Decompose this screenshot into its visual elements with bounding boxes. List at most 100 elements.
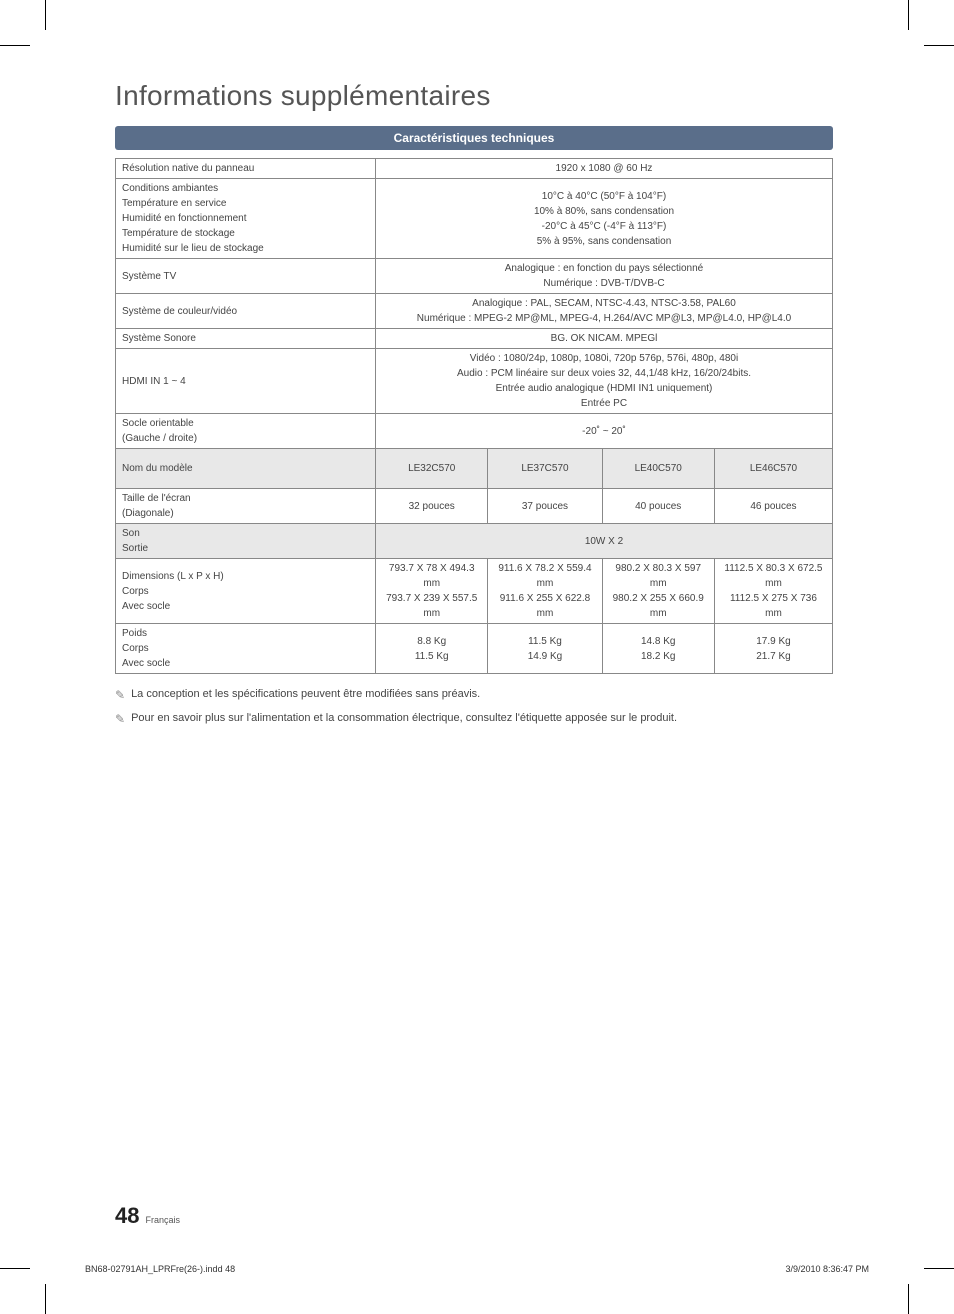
spec-value-line: 911.6 X 255 X 622.8 mm (494, 591, 595, 621)
table-row: Système de couleur/vidéo Analogique : PAL… (116, 294, 833, 329)
spec-label: Nom du modèle (116, 449, 376, 489)
spec-value: 911.6 X 78.2 X 559.4 mm911.6 X 255 X 622… (488, 559, 602, 624)
spec-value-line: 17.9 Kg (721, 634, 826, 649)
spec-value: 40 pouces (602, 489, 714, 524)
spec-value-line: 793.7 X 78 X 494.3 mm (382, 561, 481, 591)
spec-value-line: Vidéo : 1080/24p, 1080p, 1080i, 720p 576… (382, 351, 826, 366)
spec-value: 1112.5 X 80.3 X 672.5 mm1112.5 X 275 X 7… (714, 559, 832, 624)
doc-meta: BN68-02791AH_LPRFre(26-).indd 48 3/9/201… (85, 1264, 869, 1274)
spec-value: 14.8 Kg18.2 Kg (602, 624, 714, 674)
spec-value-line: Analogique : en fonction du pays sélecti… (382, 261, 826, 276)
note-icon: ✎ (115, 712, 125, 726)
spec-label-line: (Gauche / droite) (122, 431, 369, 446)
spec-value-line: Entrée PC (382, 396, 826, 411)
spec-value-line: -20°C à 45°C (-4°F à 113°F) (382, 219, 826, 234)
table-row: Nom du modèle LE32C570LE37C570LE40C570LE4… (116, 449, 833, 489)
spec-label: Système de couleur/vidéo (116, 294, 376, 329)
table-row: Socle orientable(Gauche / droite) -20˚ ~ … (116, 414, 833, 449)
spec-value-line: 1112.5 X 80.3 X 672.5 mm (721, 561, 826, 591)
spec-value: Analogique : en fonction du pays sélecti… (376, 259, 833, 294)
table-row: SonSortie 10W X 2 (116, 524, 833, 559)
crop-mark (924, 45, 954, 46)
crop-mark (45, 0, 46, 30)
spec-value-line: Analogique : PAL, SECAM, NTSC-4.43, NTSC… (382, 296, 826, 311)
spec-value: 980.2 X 80.3 X 597 mm980.2 X 255 X 660.9… (602, 559, 714, 624)
spec-label-line: Humidité sur le lieu de stockage (122, 241, 369, 256)
spec-label-line: Avec socle (122, 599, 369, 614)
spec-value: 46 pouces (714, 489, 832, 524)
spec-label-line: Corps (122, 641, 369, 656)
spec-label-line: Sortie (122, 541, 369, 556)
page-language: Français (145, 1215, 180, 1225)
spec-value-line: Numérique : MPEG-2 MP@ML, MPEG-4, H.264/… (382, 311, 826, 326)
notes-block: ✎ La conception et les spécifications peu… (115, 688, 833, 726)
table-row: PoidsCorpsAvec socle8.8 Kg11.5 Kg11.5 Kg… (116, 624, 833, 674)
table-row: HDMI IN 1 ~ 4 Vidéo : 1080/24p, 1080p, 10… (116, 349, 833, 414)
crop-mark (45, 1284, 46, 1314)
page-content: Informations supplémentaires Caractérist… (115, 80, 833, 736)
spec-label-line: Socle orientable (122, 416, 369, 431)
spec-value-line: 10% à 80%, sans condensation (382, 204, 826, 219)
crop-mark (0, 45, 30, 46)
spec-value-line: 980.2 X 80.3 X 597 mm (609, 561, 708, 591)
table-row: Système SonoreBG. OK NICAM. MPEGl (116, 329, 833, 349)
spec-label: Système Sonore (116, 329, 376, 349)
spec-value-line: 980.2 X 255 X 660.9 mm (609, 591, 708, 621)
spec-value-line: 10W X 2 (382, 534, 826, 549)
table-row: Système TV Analogique : en fonction du pa… (116, 259, 833, 294)
spec-label-line: Système TV (122, 269, 369, 284)
spec-value: 10°C à 40°C (50°F à 104°F)10% à 80%, san… (376, 179, 833, 259)
spec-value: 10W X 2 (376, 524, 833, 559)
spec-value-line: 1112.5 X 275 X 736 mm (721, 591, 826, 621)
spec-label-line: Son (122, 526, 369, 541)
spec-value-line: 911.6 X 78.2 X 559.4 mm (494, 561, 595, 591)
page-number: 48 (115, 1203, 139, 1229)
spec-label: Socle orientable(Gauche / droite) (116, 414, 376, 449)
section-header: Caractéristiques techniques (115, 126, 833, 150)
spec-label: HDMI IN 1 ~ 4 (116, 349, 376, 414)
spec-value: 17.9 Kg21.7 Kg (714, 624, 832, 674)
spec-label-line: Poids (122, 626, 369, 641)
page-footer: 48 Français (115, 1203, 180, 1229)
spec-label-line: Conditions ambiantes (122, 181, 369, 196)
spec-value: 37 pouces (488, 489, 602, 524)
spec-value-line: 11.5 Kg (382, 649, 481, 664)
spec-value: 793.7 X 78 X 494.3 mm793.7 X 239 X 557.5… (376, 559, 488, 624)
spec-value-line: 793.7 X 239 X 557.5 mm (382, 591, 481, 621)
spec-label-line: Humidité en fonctionnement (122, 211, 369, 226)
spec-label-line: Nom du modèle (122, 461, 369, 476)
table-row: Taille de l'écran(Diagonale)32 pouces37 … (116, 489, 833, 524)
spec-value: Analogique : PAL, SECAM, NTSC-4.43, NTSC… (376, 294, 833, 329)
spec-label-line: Résolution native du panneau (122, 161, 369, 176)
spec-label: PoidsCorpsAvec socle (116, 624, 376, 674)
note-text: Pour en savoir plus sur l'alimentation e… (131, 712, 677, 724)
note-icon: ✎ (115, 688, 125, 702)
spec-label: Taille de l'écran(Diagonale) (116, 489, 376, 524)
spec-value: 1920 x 1080 @ 60 Hz (376, 159, 833, 179)
spec-value-line: Numérique : DVB-T/DVB-C (382, 276, 826, 291)
spec-value: Vidéo : 1080/24p, 1080p, 1080i, 720p 576… (376, 349, 833, 414)
page-title: Informations supplémentaires (115, 80, 833, 112)
note-item: ✎ Pour en savoir plus sur l'alimentation … (115, 712, 833, 726)
doc-id: BN68-02791AH_LPRFre(26-).indd 48 (85, 1264, 235, 1274)
spec-value-line: 8.8 Kg (382, 634, 481, 649)
spec-value-line: -20˚ ~ 20˚ (382, 424, 826, 439)
crop-mark (908, 1284, 909, 1314)
spec-label: Dimensions (L x P x H)CorpsAvec socle (116, 559, 376, 624)
spec-label-line: Température de stockage (122, 226, 369, 241)
note-text: La conception et les spécifications peuv… (131, 688, 480, 700)
spec-value: -20˚ ~ 20˚ (376, 414, 833, 449)
spec-value: LE46C570 (714, 449, 832, 489)
spec-label-line: (Diagonale) (122, 506, 369, 521)
spec-table: Résolution native du panneau 1920 x 1080 … (115, 158, 833, 674)
spec-value-line: 21.7 Kg (721, 649, 826, 664)
spec-value-line: 11.5 Kg (494, 634, 595, 649)
spec-label: Système TV (116, 259, 376, 294)
table-row: Conditions ambiantesTempérature en servi… (116, 179, 833, 259)
crop-mark (908, 0, 909, 30)
spec-value-line: 1920 x 1080 @ 60 Hz (382, 161, 826, 176)
spec-value: LE32C570 (376, 449, 488, 489)
spec-value: LE40C570 (602, 449, 714, 489)
spec-value: LE37C570 (488, 449, 602, 489)
spec-value-line: 14.9 Kg (494, 649, 595, 664)
